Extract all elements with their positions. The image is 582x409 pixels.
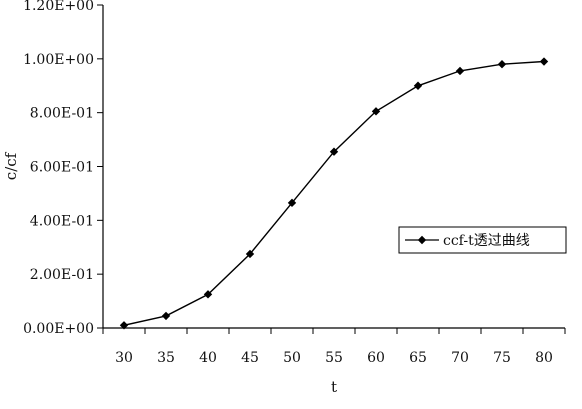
data-point-marker: [371, 107, 381, 116]
legend: ccf-t透过曲线: [398, 226, 567, 254]
legend-label: ccf-t透过曲线: [443, 233, 530, 249]
y-tick-label: 6.00E-01: [30, 160, 94, 176]
y-tick-label: 2.00E-01: [30, 267, 94, 283]
x-tick-label: 75: [493, 350, 511, 366]
x-tick-label: 30: [115, 350, 133, 366]
x-tick-label: 55: [325, 350, 343, 366]
x-tick-label: 40: [199, 350, 217, 366]
data-point-marker: [287, 198, 297, 208]
y-tick-label: 4.00E-01: [30, 213, 94, 229]
y-tick-label: 1.00E+00: [23, 52, 94, 68]
x-tick-label: 60: [367, 350, 385, 366]
x-tick-label: 45: [241, 350, 259, 366]
y-tick-label: 8.00E-01: [30, 106, 94, 122]
x-axis-ticks: 30 35 40 45 50 55 60 65 70 75 80: [102, 328, 566, 366]
data-point-marker: [455, 66, 465, 76]
x-tick-label: 65: [409, 350, 427, 366]
legend-marker-diamond: [417, 235, 427, 245]
y-axis-ticks: 0.00E+00 2.00E-01 4.00E-01 6.00E-01 8.00E-01…: [23, 0, 103, 337]
x-axis-label: t: [331, 378, 337, 396]
data-point-marker: [497, 60, 507, 69]
series-layer: [119, 57, 549, 330]
x-tick-label: 70: [451, 350, 469, 366]
y-tick-label: 0.00E+00: [23, 321, 94, 337]
x-tick-label: 50: [283, 350, 301, 366]
data-point-marker: [329, 147, 339, 156]
y-tick-label: 1.20E+00: [23, 0, 94, 14]
data-point-marker: [413, 81, 423, 90]
x-tick-label: 80: [535, 350, 553, 366]
data-point-marker: [203, 290, 213, 299]
data-point-marker: [119, 321, 129, 330]
data-point-marker: [161, 311, 171, 321]
axes: [102, 5, 565, 329]
data-point-marker: [245, 249, 255, 259]
series-line: [123, 60, 545, 326]
data-point-marker: [539, 57, 549, 66]
y-axis-label: c/cf: [2, 151, 20, 180]
x-tick-label: 35: [157, 350, 175, 366]
